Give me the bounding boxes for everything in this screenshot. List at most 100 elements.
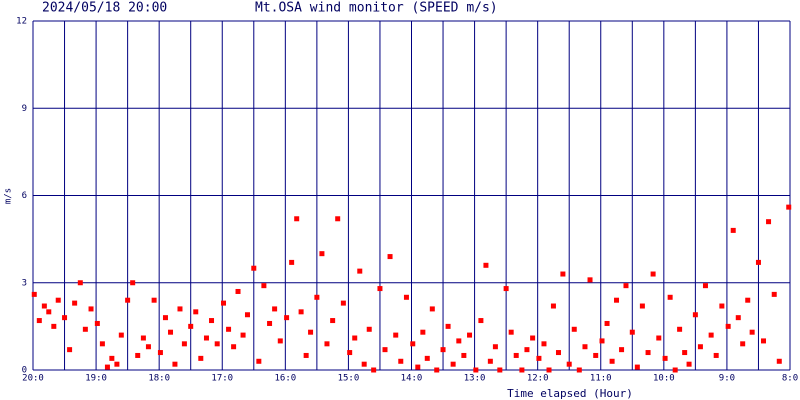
data-point <box>261 283 267 289</box>
data-point <box>235 288 241 294</box>
data-point <box>761 338 767 344</box>
data-point <box>403 294 409 300</box>
data-point <box>62 315 68 321</box>
data-point <box>203 335 209 341</box>
data-point <box>599 338 605 344</box>
x-axis-label: Time elapsed (Hour) <box>507 387 633 400</box>
x-tick-label: 14:0 <box>401 374 423 384</box>
data-point <box>72 300 78 306</box>
data-point <box>221 300 227 306</box>
data-point <box>740 341 746 347</box>
data-point <box>656 335 662 341</box>
data-point <box>619 347 625 353</box>
data-point <box>46 309 52 315</box>
data-point <box>745 297 751 303</box>
data-point <box>130 280 136 286</box>
data-point <box>226 326 232 332</box>
y-tick-label: 6 <box>22 191 27 201</box>
data-point <box>473 367 479 373</box>
data-point <box>702 283 708 289</box>
data-point <box>456 338 462 344</box>
data-point <box>650 271 656 277</box>
data-point <box>508 329 514 335</box>
data-point <box>140 335 146 341</box>
y-tick-label: 9 <box>22 104 27 114</box>
data-point <box>719 303 725 309</box>
data-point <box>77 280 83 286</box>
x-tick-label: 8:0 <box>782 374 798 384</box>
data-point <box>118 332 124 338</box>
data-point <box>461 352 467 358</box>
data-point <box>289 259 295 265</box>
data-point <box>662 355 668 361</box>
data-point <box>623 283 629 289</box>
data-point <box>251 265 257 271</box>
data-point <box>244 312 250 318</box>
data-point <box>151 297 157 303</box>
data-point <box>214 341 220 347</box>
data-point <box>450 361 456 367</box>
data-point <box>82 326 88 332</box>
data-point <box>272 306 278 312</box>
data-point <box>41 303 47 309</box>
y-tick-label: 3 <box>22 278 27 288</box>
data-point <box>483 262 489 268</box>
data-point <box>692 312 698 318</box>
data-point <box>357 268 363 274</box>
x-tick-label: 20:0 <box>22 374 44 384</box>
data-point <box>420 329 426 335</box>
data-point <box>371 367 377 373</box>
data-point <box>88 306 94 312</box>
data-point <box>682 350 688 356</box>
data-point <box>335 216 341 222</box>
data-point <box>609 358 615 364</box>
data-point <box>749 329 755 335</box>
data-point <box>786 204 792 210</box>
data-point <box>776 358 782 364</box>
data-point <box>497 367 503 373</box>
data-point <box>713 352 719 358</box>
x-tick-label: 13:0 <box>464 374 486 384</box>
data-point <box>614 297 620 303</box>
data-point <box>31 291 37 297</box>
data-point <box>109 355 115 361</box>
data-point <box>181 341 187 347</box>
data-point <box>587 277 593 283</box>
x-tick-label: 15:0 <box>338 374 360 384</box>
data-point <box>135 352 141 358</box>
data-point <box>55 297 61 303</box>
data-point <box>566 361 572 367</box>
data-point <box>478 318 484 324</box>
data-point <box>429 306 435 312</box>
data-point <box>366 326 372 332</box>
data-point <box>298 309 304 315</box>
data-point <box>686 361 692 367</box>
y-tick-label: 0 <box>22 366 27 376</box>
data-point <box>730 227 736 233</box>
data-point <box>382 347 388 353</box>
data-point <box>104 364 110 370</box>
data-point <box>347 350 353 356</box>
data-point <box>424 355 430 361</box>
data-point <box>145 344 151 350</box>
data-point <box>340 300 346 306</box>
data-point <box>324 341 330 347</box>
data-point <box>284 315 290 321</box>
data-point <box>168 329 174 335</box>
chart-subtitle: 2024/05/18 20:00 <box>42 1 167 16</box>
data-point <box>256 358 262 364</box>
data-point <box>541 341 547 347</box>
data-point <box>634 364 640 370</box>
data-point <box>231 344 237 350</box>
data-point <box>560 271 566 277</box>
x-tick-label: 12:0 <box>527 374 549 384</box>
data-point <box>99 341 105 347</box>
x-tick-label: 9:0 <box>719 374 735 384</box>
x-tick-label: 18:0 <box>148 374 170 384</box>
data-point <box>319 251 325 257</box>
data-point <box>513 352 519 358</box>
data-point <box>519 367 525 373</box>
data-point <box>576 367 582 373</box>
data-point <box>267 320 273 326</box>
data-point <box>445 323 451 329</box>
